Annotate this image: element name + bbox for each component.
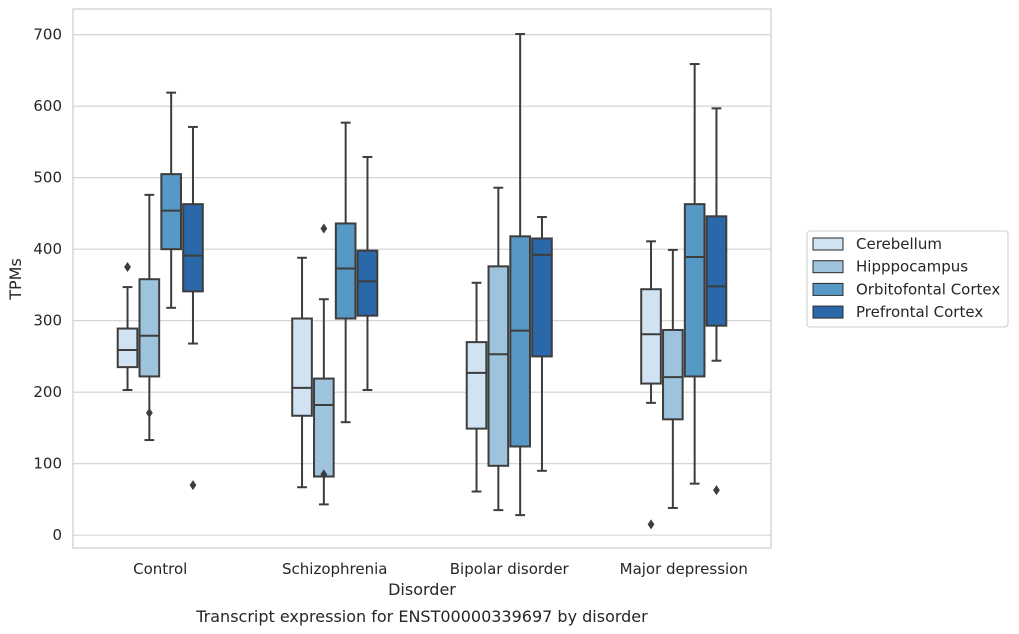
box-hipppocampus: [487, 186, 510, 512]
box-iqr: [531, 237, 553, 358]
y-tick-labels: 0 100 200 300 400 500 600 700: [33, 26, 62, 544]
y-tick-label: 100: [33, 455, 62, 473]
box-cerebellum: [116, 262, 139, 392]
box-iqr: [487, 265, 510, 467]
legend: Cerebellum Hipppocampus Orbitofontal Corte…: [806, 230, 1009, 328]
plot-background: [73, 9, 771, 548]
x-tick-label: Major depression: [620, 560, 748, 578]
legend-swatch: [812, 260, 844, 274]
x-tick-label: Control: [133, 560, 187, 578]
box-iqr: [160, 173, 182, 251]
box-series: [116, 33, 728, 530]
box-iqr: [640, 288, 662, 385]
box-cerebellum: [465, 281, 488, 493]
legend-label: Cerebellum: [856, 235, 942, 253]
box-iqr: [334, 222, 357, 320]
box-orbitofontal-cortex: [683, 63, 706, 485]
y-tick-label: 300: [33, 312, 62, 330]
y-tick-label: 700: [33, 26, 62, 44]
box-hipppocampus: [662, 248, 684, 509]
box-orbitofontal-cortex: [334, 121, 357, 424]
outlier-point: [124, 262, 131, 273]
legend-label: Prefrontal Cortex: [856, 303, 983, 321]
box-prefrontal-cortex: [356, 155, 379, 392]
y-tick-label: 0: [52, 526, 62, 544]
outlier-point: [647, 519, 655, 530]
y-tick-label: 600: [33, 97, 62, 115]
legend-swatch: [812, 237, 844, 251]
box-iqr: [683, 203, 706, 378]
x-tick-labels: Control Schizophrenia Bipolar disorder Majo…: [133, 560, 748, 578]
x-axis-title: Disorder: [388, 580, 456, 599]
y-axis-title: TPMs: [6, 258, 25, 301]
legend-frame: [806, 230, 1009, 328]
outlier-point: [320, 469, 328, 480]
x-tick-label: Bipolar disorder: [450, 560, 570, 578]
legend-label: Orbitofontal Cortex: [856, 280, 1000, 298]
box-hipppocampus: [313, 223, 335, 506]
box-iqr: [509, 235, 531, 448]
plot-frame: [72, 8, 772, 549]
box-cerebellum: [640, 240, 662, 530]
box-iqr: [138, 278, 161, 378]
box-iqr: [291, 317, 313, 417]
box-prefrontal-cortex: [531, 216, 553, 472]
y-tick-label: 400: [33, 240, 62, 258]
box-iqr: [116, 327, 139, 369]
box-iqr: [313, 377, 335, 478]
box-iqr: [465, 341, 488, 430]
box-prefrontal-cortex: [705, 107, 728, 496]
box-cerebellum: [291, 256, 313, 489]
outlier-point: [713, 485, 720, 496]
legend-label: Hipppocampus: [856, 258, 968, 276]
box-orbitofontal-cortex: [509, 33, 531, 517]
box-prefrontal-cortex: [182, 125, 204, 491]
x-tick-label: Schizophrenia: [282, 560, 387, 578]
chart-caption: Transcript expression for ENST0000033969…: [195, 607, 648, 626]
box-iqr: [705, 215, 728, 327]
box-hipppocampus: [138, 193, 161, 442]
y-tick-label: 200: [33, 383, 62, 401]
legend-swatch: [812, 305, 844, 319]
y-tick-label: 500: [33, 169, 62, 187]
box-iqr: [356, 249, 379, 317]
outlier-point: [320, 223, 328, 234]
outlier-point: [189, 480, 197, 491]
legend-swatch: [812, 282, 844, 296]
outlier-point: [145, 407, 153, 418]
box-orbitofontal-cortex: [160, 91, 182, 309]
box-iqr: [182, 203, 204, 293]
box-iqr: [662, 328, 684, 421]
